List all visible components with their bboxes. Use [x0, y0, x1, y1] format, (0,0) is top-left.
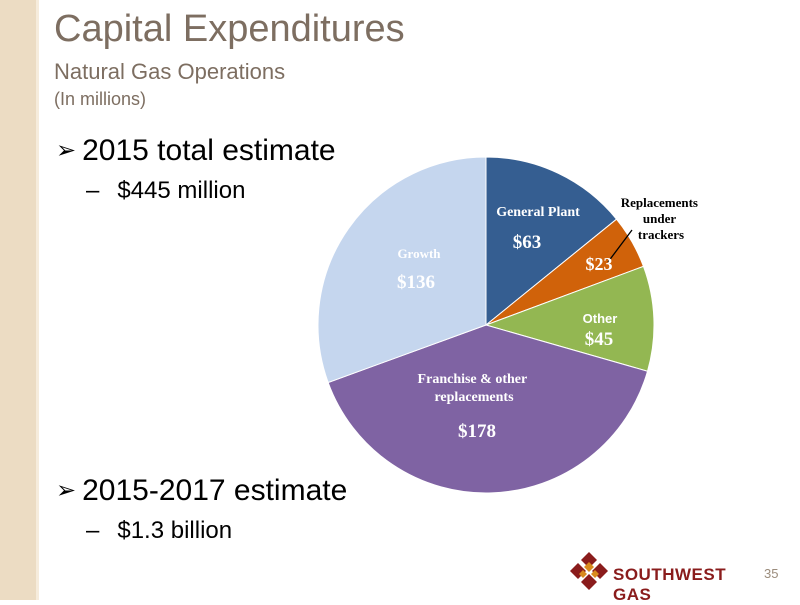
slice-value-replacements: $23 [586, 254, 613, 274]
logo-text: SOUTHWEST GAS [613, 565, 727, 604]
sub-bullet-2015-2017-text: $1.3 billion [117, 517, 233, 544]
replacements-leader-line [607, 229, 633, 263]
pie-slice-general-plant [485, 156, 618, 327]
units-note: (In millions) [54, 89, 147, 109]
sub-bullet-2015: – $445 million [86, 177, 245, 205]
bullet-2015-2017: ➢ 2015-2017 estimate [56, 474, 347, 508]
slice-name-franchise-line1: Franchise & other [418, 372, 527, 387]
pie-slice-other [484, 265, 655, 372]
arrow-bullet-icon: ➢ [56, 137, 77, 164]
slide-subtitle: Natural Gas Operations [54, 59, 286, 84]
slice-name-franchise-line2: replacements [434, 390, 514, 405]
sub-bullet-2015-text: $445 million [117, 177, 246, 204]
pie-slice-growth [317, 156, 487, 384]
page-number: 35 [764, 566, 779, 581]
bullet-2015-2017-text: 2015-2017 estimate [82, 474, 348, 507]
slice-name-replacements: Replacements under trackers [621, 195, 702, 242]
slice-value-other: $45 [585, 329, 614, 350]
slide-title: Capital Expenditures [54, 8, 405, 50]
slice-value-general-plant: $63 [513, 232, 542, 253]
slice-value-franchise: $178 [458, 421, 496, 442]
dash-bullet-icon: – [86, 177, 100, 204]
slice-name-franchise: Franchise & other replacements [418, 372, 531, 405]
left-decorative-bar [0, 0, 36, 600]
southwest-gas-logo: SOUTHWEST GAS [566, 548, 766, 604]
dash-bullet-icon: – [86, 517, 100, 544]
slice-value-growth: $136 [397, 272, 435, 293]
slice-name-replacements-line3: trackers [638, 227, 684, 242]
pie-slices [317, 156, 655, 494]
arrow-bullet-icon: ➢ [56, 477, 77, 504]
southwest-gas-logo-icon [570, 552, 608, 590]
slice-name-general-plant: General Plant [496, 205, 580, 220]
slice-name-other: Other [583, 311, 618, 326]
slice-name-growth: Growth [397, 246, 441, 261]
slice-name-replacements-line2: under [643, 211, 676, 226]
pie-slice-franchise-other-replacements [327, 324, 649, 494]
bullet-2015-total-text: 2015 total estimate [82, 134, 336, 167]
sub-bullet-2015-2017: – $1.3 billion [86, 517, 232, 545]
slice-name-replacements-line1: Replacements [621, 195, 698, 210]
left-bar-divider [36, 0, 39, 600]
bullet-2015-total: ➢ 2015 total estimate [56, 134, 336, 168]
